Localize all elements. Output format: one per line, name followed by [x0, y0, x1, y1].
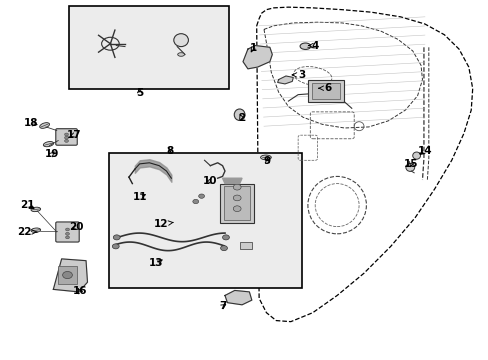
Circle shape — [64, 133, 68, 136]
Text: 8: 8 — [166, 145, 174, 156]
Ellipse shape — [300, 43, 310, 49]
FancyBboxPatch shape — [56, 129, 77, 145]
FancyBboxPatch shape — [56, 222, 79, 242]
Text: 14: 14 — [417, 146, 431, 156]
Circle shape — [113, 235, 120, 240]
Bar — [311, 83, 339, 99]
Ellipse shape — [177, 53, 184, 56]
Bar — [239, 242, 251, 249]
Ellipse shape — [40, 123, 49, 128]
Circle shape — [198, 194, 204, 198]
Text: 4: 4 — [308, 41, 318, 50]
Circle shape — [62, 271, 72, 279]
Ellipse shape — [173, 34, 188, 46]
Polygon shape — [224, 291, 251, 305]
Bar — [58, 266, 77, 284]
Circle shape — [65, 236, 69, 239]
Bar — [109, 153, 302, 288]
Circle shape — [233, 184, 241, 190]
Text: 10: 10 — [203, 176, 217, 186]
Text: 19: 19 — [44, 149, 59, 159]
Bar — [69, 6, 228, 89]
Ellipse shape — [31, 228, 41, 233]
Circle shape — [233, 206, 241, 212]
Ellipse shape — [405, 163, 414, 171]
Bar — [307, 80, 344, 102]
Text: 20: 20 — [69, 222, 84, 232]
Ellipse shape — [234, 109, 244, 121]
Circle shape — [220, 246, 227, 251]
Text: 17: 17 — [66, 130, 81, 140]
Text: 22: 22 — [17, 227, 37, 237]
Text: 1: 1 — [249, 43, 256, 53]
Polygon shape — [277, 76, 293, 84]
Text: 9: 9 — [264, 156, 270, 166]
Circle shape — [65, 232, 69, 235]
Bar — [224, 186, 250, 220]
Text: 16: 16 — [72, 286, 87, 296]
Ellipse shape — [31, 207, 41, 212]
Circle shape — [233, 195, 241, 201]
Circle shape — [64, 136, 68, 139]
Circle shape — [192, 199, 198, 204]
Text: 11: 11 — [132, 192, 146, 202]
Text: 5: 5 — [136, 88, 143, 98]
Text: 2: 2 — [238, 113, 244, 123]
Text: 13: 13 — [148, 258, 163, 268]
Bar — [220, 184, 254, 223]
Text: 6: 6 — [318, 83, 331, 93]
Ellipse shape — [412, 152, 420, 159]
Text: 21: 21 — [20, 200, 35, 210]
Ellipse shape — [43, 141, 54, 147]
Text: 15: 15 — [403, 159, 418, 169]
Polygon shape — [222, 178, 242, 184]
Circle shape — [112, 244, 119, 249]
Polygon shape — [243, 45, 272, 69]
Text: 7: 7 — [219, 301, 226, 311]
Text: 3: 3 — [292, 70, 305, 80]
Text: 18: 18 — [23, 118, 38, 128]
Circle shape — [65, 228, 69, 231]
Circle shape — [64, 139, 68, 142]
Polygon shape — [53, 259, 87, 292]
Ellipse shape — [260, 155, 271, 160]
Circle shape — [222, 235, 229, 240]
Text: 12: 12 — [153, 219, 173, 229]
